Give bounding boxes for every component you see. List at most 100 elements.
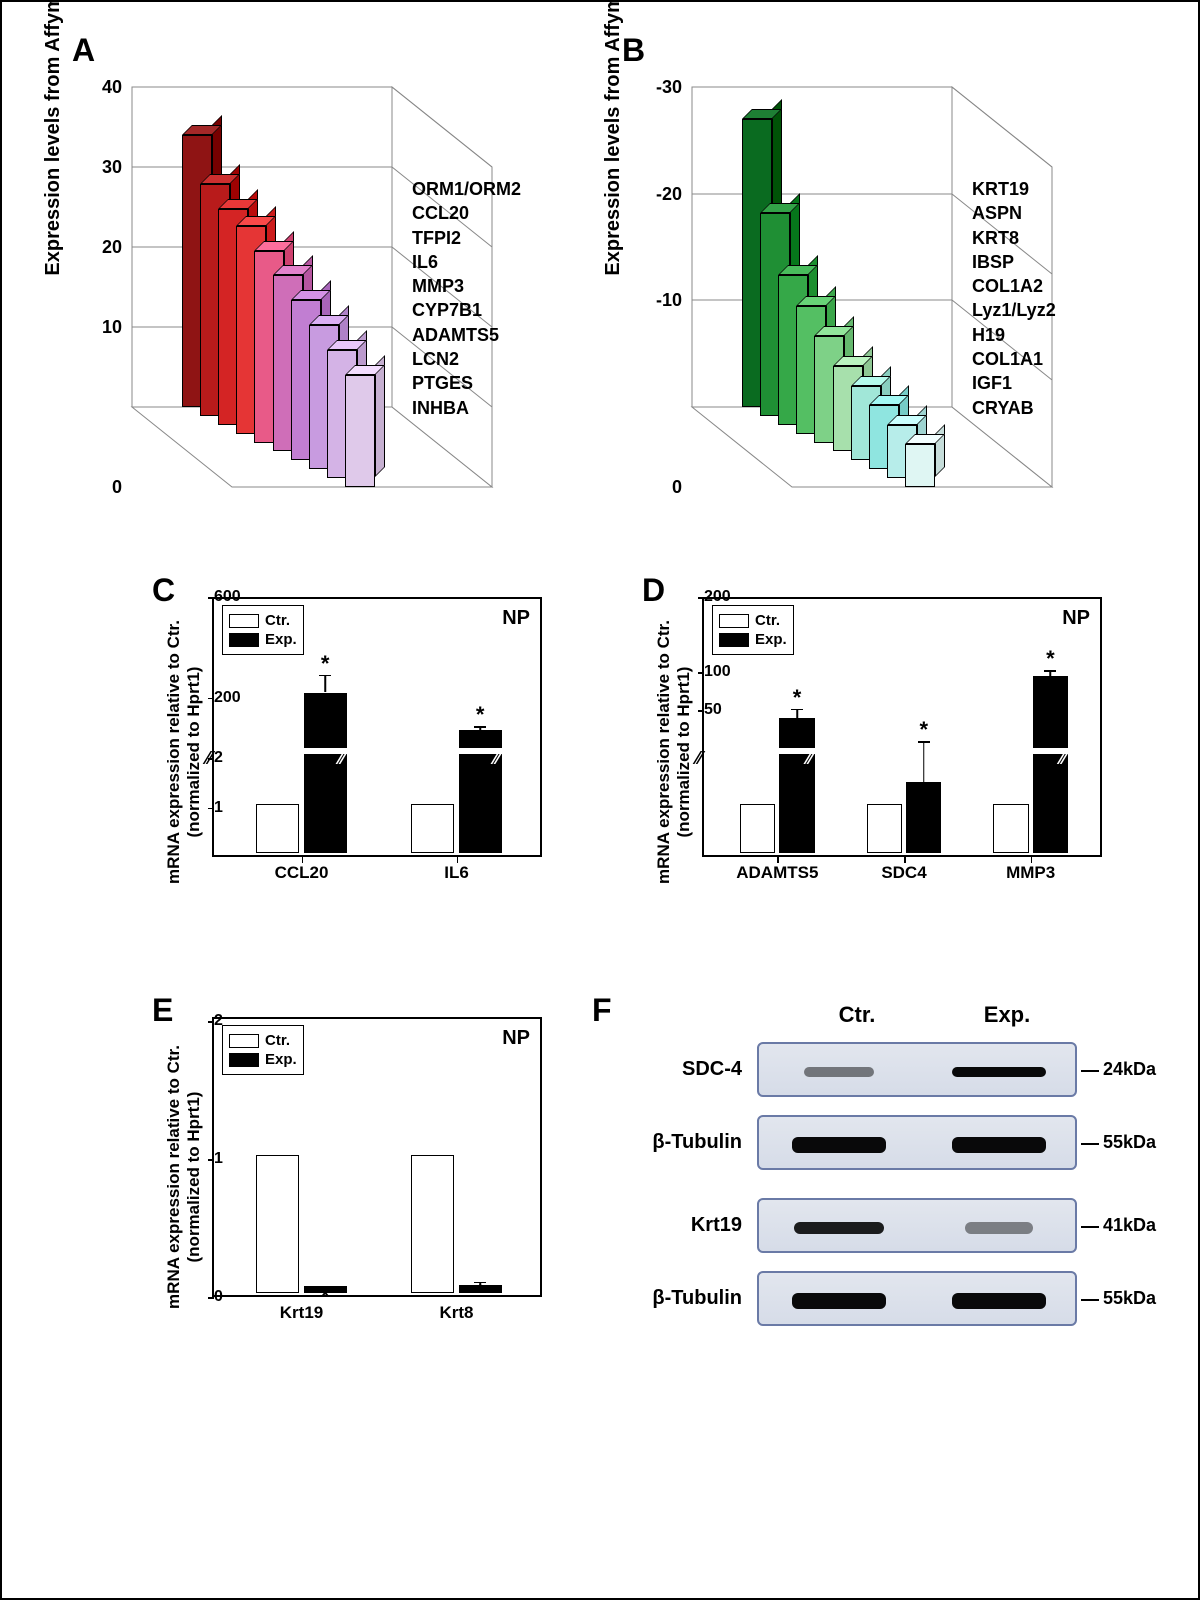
blot-header-ctr: Ctr. bbox=[797, 1002, 917, 1028]
np-label: NP bbox=[502, 607, 530, 630]
sig-star: * bbox=[321, 651, 330, 677]
blot-lane-box bbox=[757, 1115, 1077, 1170]
blot-lane-box bbox=[757, 1271, 1077, 1326]
kda-tick bbox=[1081, 1070, 1099, 1072]
panel-C: mRNA expression relative to Ctr.(normali… bbox=[212, 597, 542, 907]
bar-break: ⁄⁄ bbox=[339, 748, 345, 769]
gene-label: COL1A2 bbox=[972, 274, 1056, 298]
x-category: SDC4 bbox=[881, 863, 926, 883]
sig-star: * bbox=[321, 1284, 330, 1310]
blot-protein-label: β-Tubulin bbox=[592, 1131, 742, 1154]
blot-band-exp bbox=[952, 1137, 1045, 1153]
x-category: ADAMTS5 bbox=[736, 863, 818, 883]
gene-label: ORM1/ORM2 bbox=[412, 177, 521, 201]
x-category: MMP3 bbox=[1006, 863, 1055, 883]
ytick: 0 bbox=[214, 1288, 220, 1306]
bar-exp bbox=[906, 782, 941, 853]
ytick: 600 bbox=[214, 588, 220, 606]
ytick: 1 bbox=[214, 799, 220, 817]
gene-label: INHBA bbox=[412, 396, 521, 420]
gene-label: PTGES bbox=[412, 371, 521, 395]
bar-exp-upper bbox=[459, 730, 502, 748]
panel-label-A: A bbox=[72, 32, 95, 69]
bar-ctr bbox=[411, 1155, 454, 1293]
bar-ctr bbox=[256, 804, 299, 853]
sig-star: * bbox=[919, 717, 928, 743]
bar-ctr bbox=[993, 804, 1028, 853]
x-category: Krt8 bbox=[439, 1303, 473, 1323]
bar-exp-upper bbox=[304, 693, 347, 748]
blot-protein-label: SDC-4 bbox=[592, 1058, 742, 1081]
blot-band-exp bbox=[952, 1067, 1045, 1077]
ytick: 2 bbox=[214, 749, 220, 767]
gene-label: CYP7B1 bbox=[412, 298, 521, 322]
sig-star: * bbox=[476, 702, 485, 728]
panel-D: mRNA expression relative to Ctr.(normali… bbox=[702, 597, 1102, 907]
legend: Ctr. Exp. bbox=[222, 1025, 304, 1075]
panel-E-chart: Ctr. Exp. NP012Krt19*Krt8* bbox=[212, 1017, 542, 1297]
figure-container: A Expression levels from Affymetrix arra… bbox=[0, 0, 1200, 1600]
panel-A: Expression levels from Affymetrix array … bbox=[62, 77, 582, 507]
legend: Ctr. Exp. bbox=[712, 605, 794, 655]
legend: Ctr. Exp. bbox=[222, 605, 304, 655]
gene-label: TFPI2 bbox=[412, 226, 521, 250]
blot-lane-box bbox=[757, 1042, 1077, 1097]
ytick: 1 bbox=[214, 1150, 220, 1168]
panel-A-gene-list: ORM1/ORM2CCL20TFPI2IL6MMP3CYP7B1ADAMTS5L… bbox=[412, 177, 521, 420]
gene-label: IL6 bbox=[412, 250, 521, 274]
panel-B: Expression levels from Affymetrix array … bbox=[622, 77, 1162, 507]
axis-break: ⁄⁄ bbox=[696, 748, 702, 769]
gene-label: MMP3 bbox=[412, 274, 521, 298]
bar-break: ⁄⁄ bbox=[494, 748, 500, 769]
gene-label: H19 bbox=[972, 323, 1056, 347]
blot-band-ctr bbox=[794, 1222, 883, 1234]
blot-protein-label: β-Tubulin bbox=[592, 1287, 742, 1310]
panel-C-chart: Ctr. Exp. NP12⁄⁄200600CCL20⁄⁄*IL6⁄⁄* bbox=[212, 597, 542, 857]
bar-ctr bbox=[256, 1155, 299, 1293]
sig-star: * bbox=[793, 685, 802, 711]
ytick: 200 bbox=[704, 588, 710, 606]
blot-header-exp: Exp. bbox=[947, 1002, 1067, 1028]
blot-band-ctr bbox=[804, 1067, 874, 1077]
bar-exp-upper bbox=[779, 718, 814, 748]
error-bar bbox=[923, 741, 925, 785]
ytick: 2 bbox=[214, 1012, 220, 1030]
ytick: 100 bbox=[704, 663, 710, 681]
kda-label: 55kDa bbox=[1103, 1288, 1156, 1309]
np-label: NP bbox=[1062, 607, 1090, 630]
error-bar bbox=[324, 675, 326, 693]
gene-label: Lyz1/Lyz2 bbox=[972, 298, 1056, 322]
panel-E: mRNA expression relative to Ctr.(normali… bbox=[212, 1017, 542, 1337]
panel-B-gene-list: KRT19ASPNKRT8IBSPCOL1A2Lyz1/Lyz2H19COL1A… bbox=[972, 177, 1056, 420]
blot-band-exp bbox=[965, 1222, 1033, 1234]
gene-label: CCL20 bbox=[412, 201, 521, 225]
panel-D-chart: Ctr. Exp. NP⁄⁄50100200ADAMTS5⁄⁄*SDC4*MMP… bbox=[702, 597, 1102, 857]
panel-F: Ctr. Exp. SDC-4 24kDa β-Tubulin 55kDa Krt19 4… bbox=[592, 1002, 1172, 1382]
panel-E-ylabel: mRNA expression relative to Ctr.(normali… bbox=[164, 1022, 204, 1332]
kda-label: 55kDa bbox=[1103, 1132, 1156, 1153]
panel-D-ylabel: mRNA expression relative to Ctr.(normali… bbox=[654, 602, 694, 902]
kda-tick bbox=[1081, 1143, 1099, 1145]
gene-label: KRT8 bbox=[972, 226, 1056, 250]
sig-star: * bbox=[1046, 646, 1055, 672]
panel-B-bars bbox=[622, 77, 1162, 507]
ytick: 200 bbox=[214, 689, 220, 707]
bar-break: ⁄⁄ bbox=[1060, 748, 1066, 769]
panel-label-B: B bbox=[622, 32, 645, 69]
blot-band-ctr bbox=[792, 1293, 885, 1309]
kda-label: 24kDa bbox=[1103, 1059, 1156, 1080]
gene-label: COL1A1 bbox=[972, 347, 1056, 371]
bar-ctr bbox=[867, 804, 902, 853]
bar-ctr bbox=[740, 804, 775, 853]
bar-exp-upper bbox=[1033, 676, 1068, 748]
kda-label: 41kDa bbox=[1103, 1215, 1156, 1236]
gene-label: LCN2 bbox=[412, 347, 521, 371]
axis-break: ⁄⁄ bbox=[206, 748, 212, 769]
bar-ctr bbox=[411, 804, 454, 853]
kda-tick bbox=[1081, 1226, 1099, 1228]
gene-label: IGF1 bbox=[972, 371, 1056, 395]
gene-label: CRYAB bbox=[972, 396, 1056, 420]
x-category: IL6 bbox=[444, 863, 469, 883]
blot-protein-label: Krt19 bbox=[592, 1214, 742, 1237]
kda-tick bbox=[1081, 1299, 1099, 1301]
